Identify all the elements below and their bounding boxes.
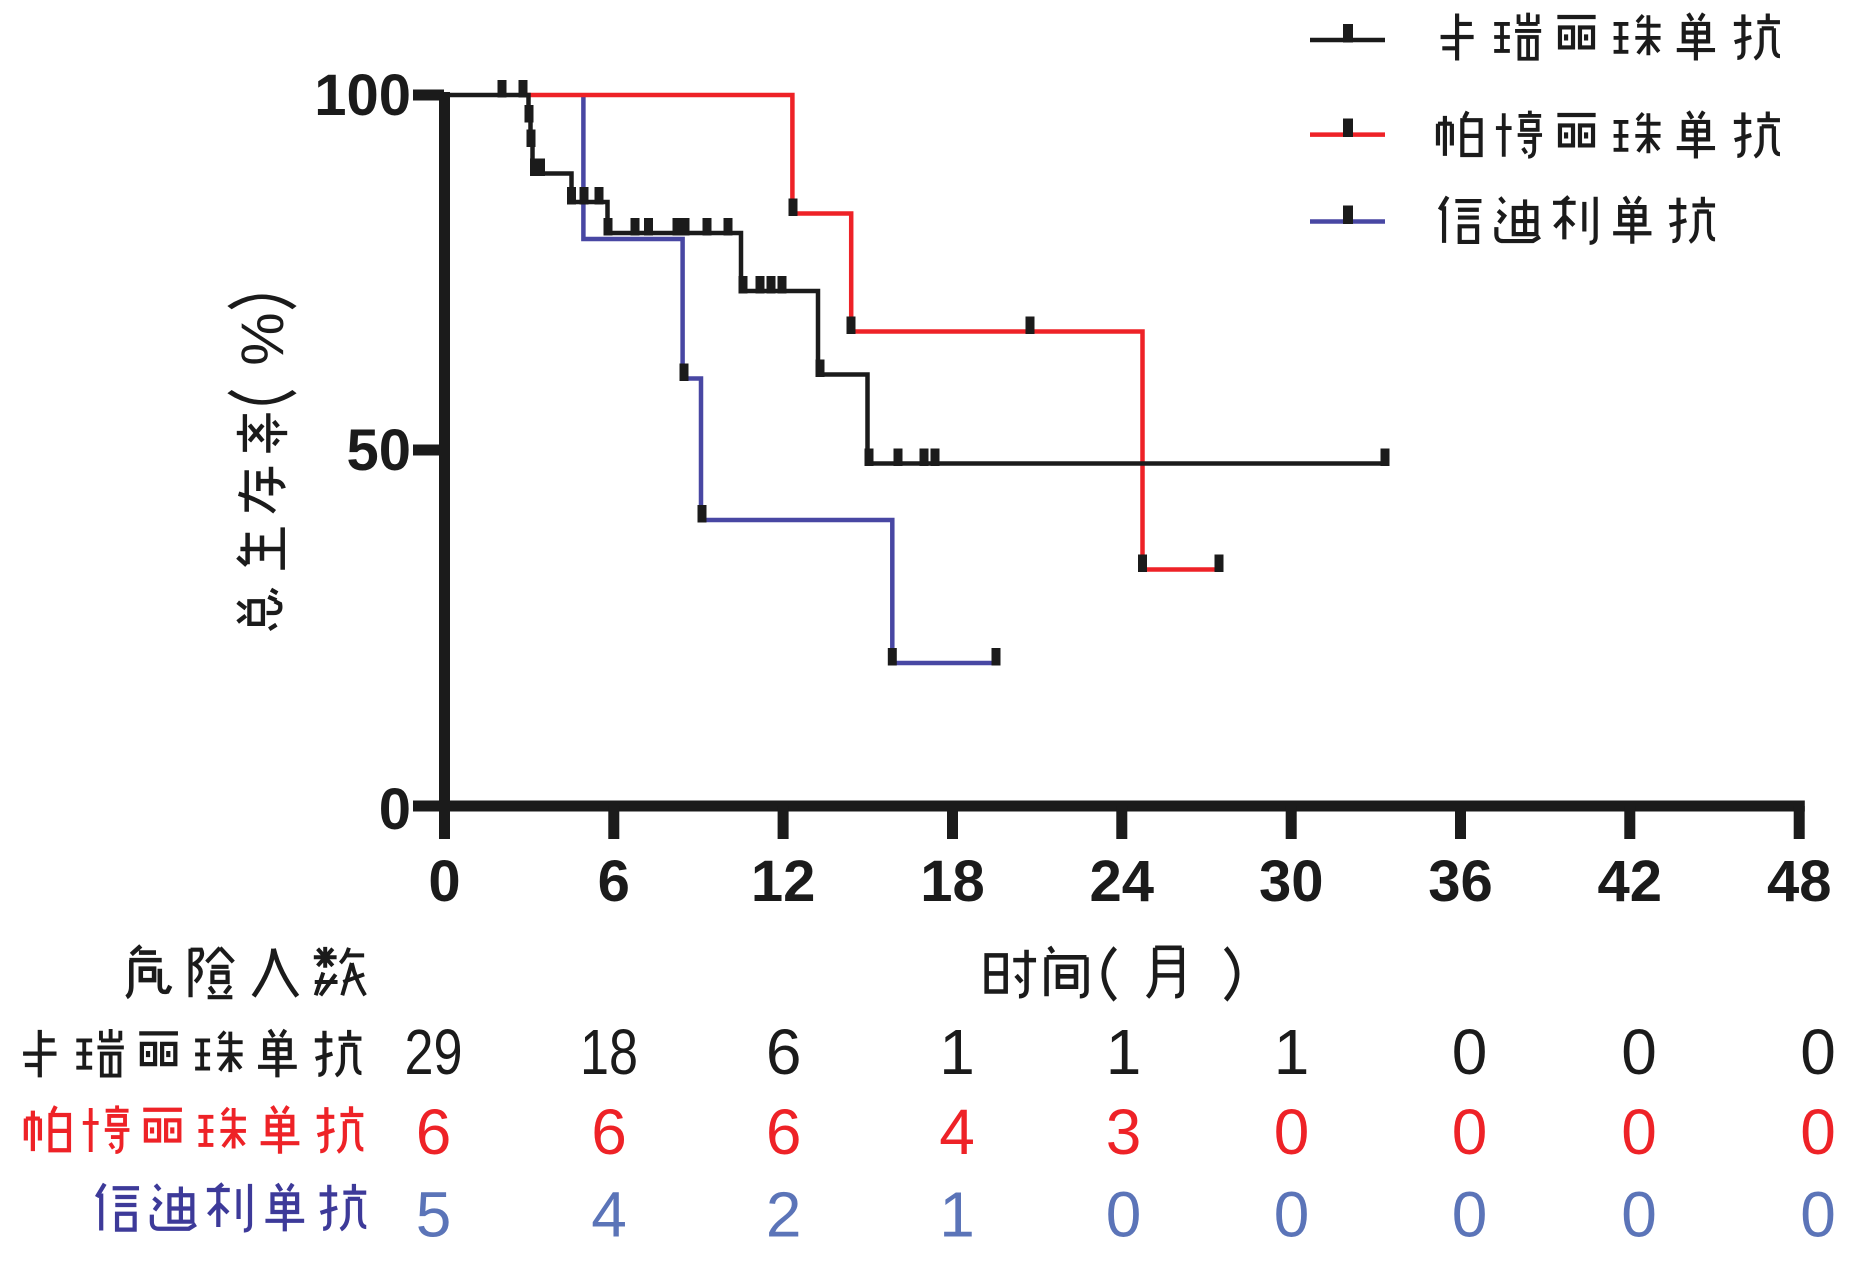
svg-text:0: 0 [1621,1016,1657,1088]
svg-text:4: 4 [591,1179,627,1251]
svg-text:0: 0 [1274,1179,1310,1251]
svg-text:4: 4 [939,1096,975,1168]
svg-text:0: 0 [1452,1179,1488,1251]
svg-text:6: 6 [598,849,630,914]
svg-text:5: 5 [416,1179,452,1251]
svg-text:6: 6 [766,1016,802,1088]
svg-text:30: 30 [1259,849,1324,914]
svg-text:100: 100 [314,63,411,128]
svg-text:6: 6 [766,1096,802,1168]
svg-text:42: 42 [1598,849,1663,914]
svg-text:0: 0 [1274,1096,1310,1168]
svg-text:%: % [229,312,296,365]
svg-text:0: 0 [1800,1016,1836,1088]
svg-text:0: 0 [1621,1096,1657,1168]
svg-text:0: 0 [1106,1179,1142,1251]
svg-text:0: 0 [428,849,460,914]
svg-text:1: 1 [939,1179,975,1251]
svg-text:2: 2 [766,1179,802,1251]
svg-text:0: 0 [1800,1179,1836,1251]
svg-text:18: 18 [580,1016,638,1088]
svg-text:6: 6 [591,1096,627,1168]
svg-text:3: 3 [1106,1096,1142,1168]
svg-text:12: 12 [751,849,816,914]
svg-text:48: 48 [1767,849,1832,914]
svg-text:1: 1 [939,1016,975,1088]
svg-text:0: 0 [1452,1016,1488,1088]
svg-text:50: 50 [346,418,411,483]
svg-text:6: 6 [416,1096,452,1168]
svg-text:0: 0 [1452,1096,1488,1168]
svg-text:1: 1 [1274,1016,1310,1088]
svg-text:36: 36 [1428,849,1493,914]
svg-text:0: 0 [1621,1179,1657,1251]
svg-text:0: 0 [1800,1096,1836,1168]
svg-text:0: 0 [379,777,411,842]
svg-text:29: 29 [405,1016,463,1088]
svg-text:1: 1 [1106,1016,1142,1088]
svg-text:18: 18 [920,849,985,914]
svg-text:24: 24 [1090,849,1155,914]
